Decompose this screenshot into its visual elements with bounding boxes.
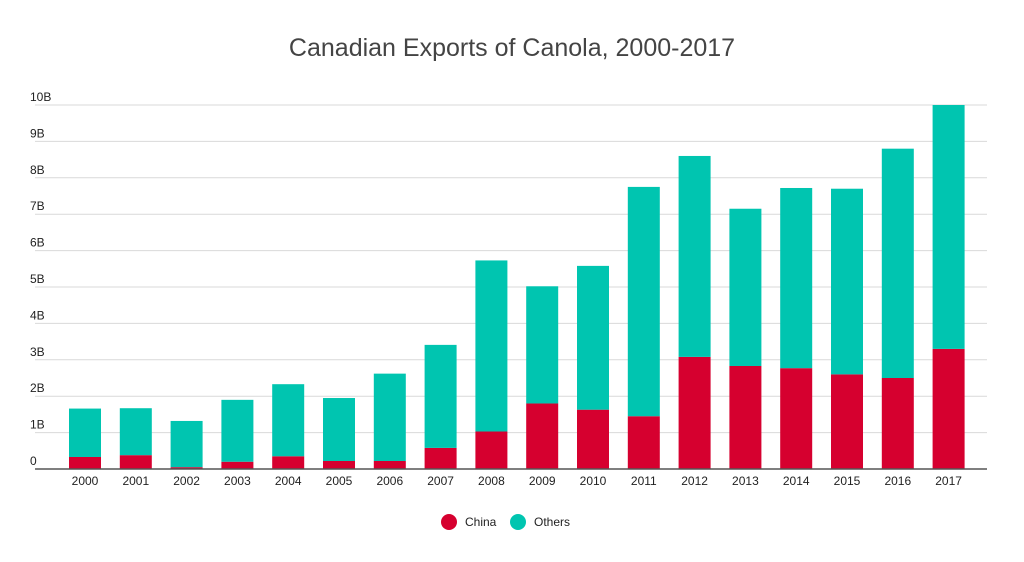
bar-others-2002: [170, 420, 203, 468]
x-tick-label: 2006: [376, 474, 403, 488]
bar-china-2011: [627, 416, 660, 469]
bar-china-2016: [881, 378, 914, 469]
bar-china-2004: [272, 456, 305, 469]
bar-china-2012: [678, 356, 711, 469]
x-tick-label: 2001: [122, 474, 149, 488]
y-tick-label: 1B: [30, 418, 45, 432]
chart-title: Canadian Exports of Canola, 2000-2017: [289, 34, 735, 62]
bar-china-2005: [323, 460, 355, 469]
bar-others-2009: [526, 286, 559, 404]
legend-label-china: China: [465, 515, 497, 529]
bar-china-2006: [373, 460, 406, 469]
x-tick-label: 2015: [834, 474, 861, 488]
bar-china-2014: [780, 368, 813, 469]
x-tick-label: 2012: [681, 474, 708, 488]
bar-others-2000: [69, 408, 101, 457]
bar-others-2014: [780, 187, 813, 369]
x-tick-label: 2005: [326, 474, 353, 488]
x-tick-label: 2007: [427, 474, 454, 488]
bar-china-2000: [69, 456, 101, 469]
bar-others-2011: [627, 186, 660, 417]
bar-china-2015: [831, 374, 863, 469]
legend: China Others: [441, 514, 570, 530]
y-tick-label: 7B: [30, 199, 45, 213]
y-tick-label: 5B: [30, 272, 45, 286]
bar-others-2017: [932, 105, 965, 349]
bar-others-2001: [119, 408, 152, 456]
bar-others-2015: [831, 188, 863, 375]
axis-layer: 0 1B 2B 3B 4B 5B 6B 7B 8B 9B 10B 2000 2001 2002 2003 20…: [30, 90, 987, 488]
grid-layer: [35, 104, 987, 434]
bar-china-2001: [119, 455, 152, 469]
bar-others-2016: [881, 148, 914, 378]
bar-layer: [69, 105, 965, 469]
y-tick-label: 9B: [30, 126, 45, 140]
bar-others-2012: [678, 155, 711, 357]
y-tick-label: 8B: [30, 163, 45, 177]
bar-others-2010: [577, 265, 609, 410]
bar-others-2007: [424, 344, 457, 448]
bar-china-2008: [475, 431, 508, 469]
x-tick-label: 2002: [173, 474, 200, 488]
x-tick-label: 2000: [72, 474, 99, 488]
legend-swatch-others: [510, 514, 526, 530]
bar-china-2009: [526, 403, 559, 469]
bar-others-2013: [729, 208, 762, 366]
bar-china-2010: [577, 409, 609, 469]
bar-china-2007: [424, 447, 457, 469]
x-tick-label: 2016: [884, 474, 911, 488]
x-tick-label: 2013: [732, 474, 759, 488]
bar-others-2003: [221, 399, 254, 462]
bar-china-2017: [932, 348, 965, 469]
y-tick-label: 6B: [30, 236, 45, 250]
bar-china-2003: [221, 461, 254, 469]
x-tick-label: 2014: [783, 474, 810, 488]
y-tick-label: 2B: [30, 381, 45, 395]
y-tick-label: 3B: [30, 345, 45, 359]
bar-china-2002: [170, 467, 203, 469]
bar-others-2005: [323, 398, 355, 461]
bar-others-2008: [475, 260, 508, 432]
x-tick-label: 2004: [275, 474, 302, 488]
y-tick-label: 10B: [30, 90, 51, 104]
x-tick-label: 2003: [224, 474, 251, 488]
x-tick-label: 2008: [478, 474, 505, 488]
bar-others-2006: [373, 373, 406, 461]
x-tick-label: 2009: [529, 474, 556, 488]
bar-china-2013: [729, 365, 762, 469]
legend-label-others: Others: [534, 515, 570, 529]
legend-swatch-china: [441, 514, 457, 530]
x-tick-label: 2010: [580, 474, 607, 488]
x-tick-label: 2017: [935, 474, 962, 488]
x-tick-label: 2011: [631, 474, 657, 488]
y-tick-label: 0: [30, 454, 37, 468]
bar-others-2004: [272, 384, 305, 457]
y-tick-label: 4B: [30, 308, 45, 322]
